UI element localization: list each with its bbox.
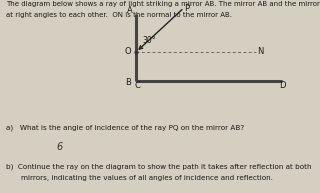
Text: O: O bbox=[125, 47, 131, 56]
Text: 30°: 30° bbox=[142, 36, 156, 45]
Text: 6: 6 bbox=[56, 142, 62, 152]
Text: at right angles to each other.  ON is the normal to the mirror AB.: at right angles to each other. ON is the… bbox=[6, 12, 232, 18]
Text: a)   What is the angle of incidence of the ray PQ on the mirror AB?: a) What is the angle of incidence of the… bbox=[6, 124, 245, 131]
Text: mirrors, indicating the values of all angles of incidence and reflection.: mirrors, indicating the values of all an… bbox=[21, 175, 273, 181]
Text: The diagram below shows a ray of light striking a mirror AB. The mirror AB and t: The diagram below shows a ray of light s… bbox=[6, 1, 320, 7]
Text: C: C bbox=[135, 81, 140, 90]
Text: A: A bbox=[127, 6, 132, 15]
Text: b)  Continue the ray on the diagram to show the path it takes after reflection a: b) Continue the ray on the diagram to sh… bbox=[6, 163, 312, 170]
Text: N: N bbox=[258, 47, 264, 56]
Text: P: P bbox=[184, 4, 189, 13]
Text: B: B bbox=[125, 79, 131, 87]
Text: D: D bbox=[279, 81, 285, 90]
